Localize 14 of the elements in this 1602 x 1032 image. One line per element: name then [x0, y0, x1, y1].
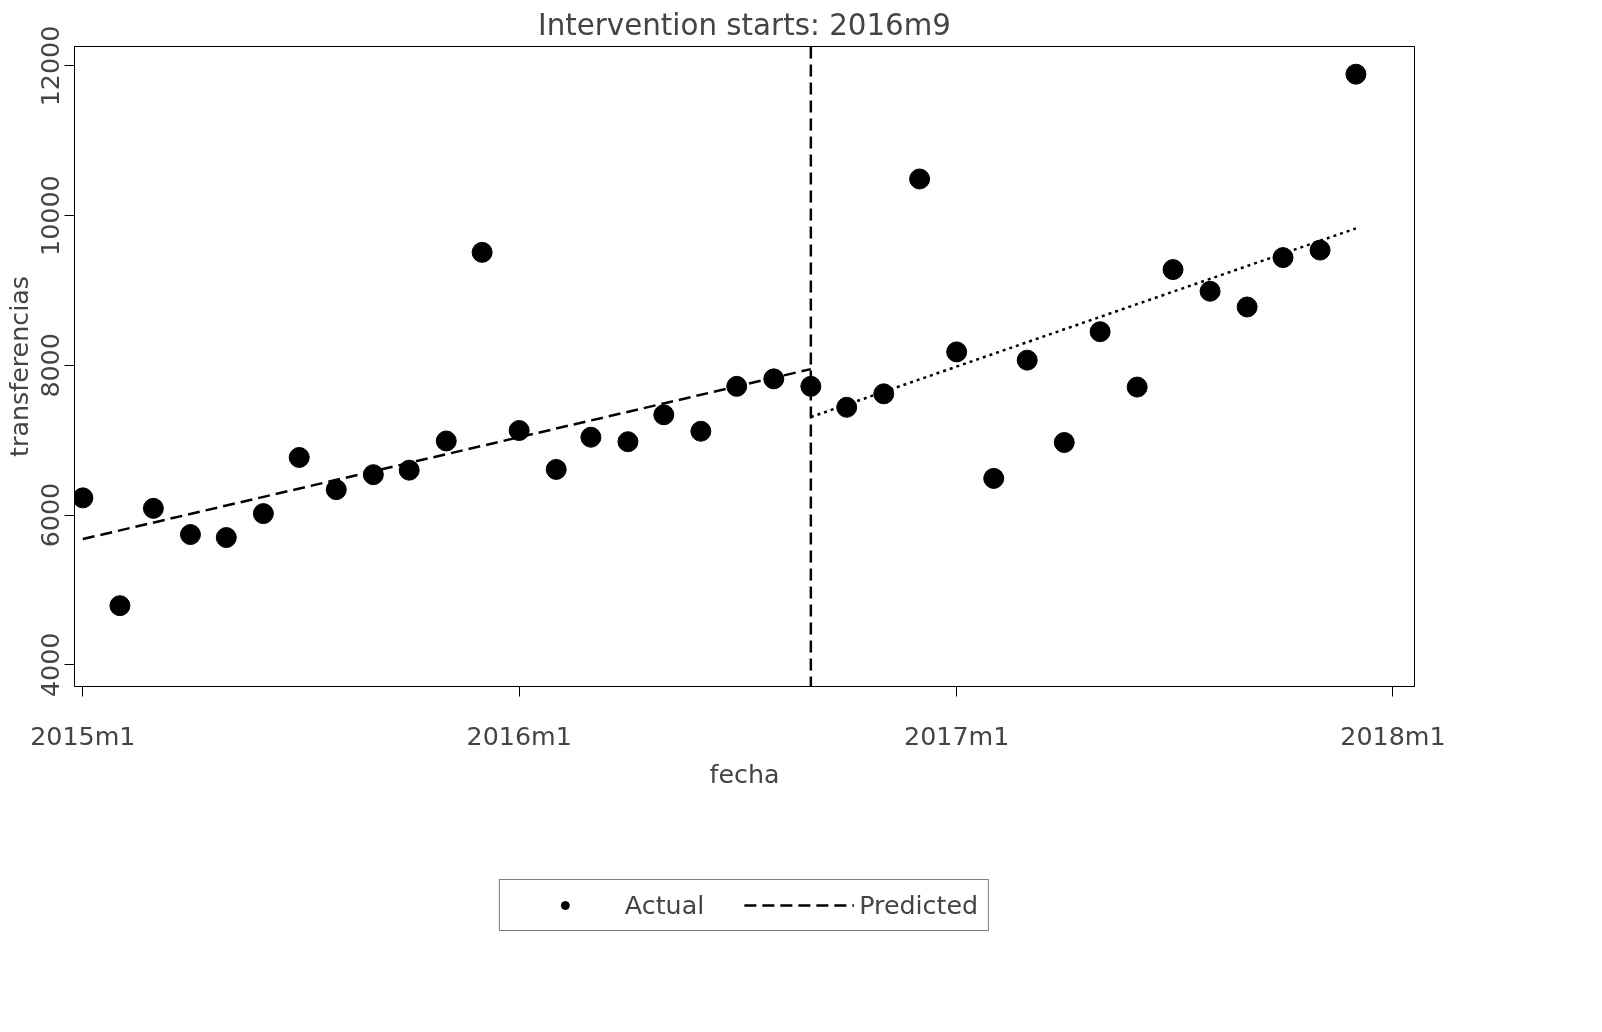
x-tick-label: 2016m1	[466, 720, 572, 751]
chart-title: Intervention starts: 2016m9	[538, 7, 952, 42]
y-tick-label: 6000	[35, 482, 66, 548]
y-axis-title: transferencias	[3, 276, 34, 457]
x-tick-label: 2018m1	[1340, 720, 1446, 751]
legend-label: Actual	[624, 889, 705, 920]
y-tick-label: 8000	[35, 333, 66, 398]
x-axis-title: fecha	[709, 758, 780, 789]
y-tick-label: 10000	[35, 175, 66, 256]
y-tick-label: 12000	[35, 25, 66, 107]
legend-label: Predicted	[859, 889, 979, 920]
y-tick-label: 4000	[35, 632, 66, 698]
x-tick-label: 2017m1	[904, 720, 1010, 751]
x-tick-label: 2015m1	[30, 720, 136, 751]
